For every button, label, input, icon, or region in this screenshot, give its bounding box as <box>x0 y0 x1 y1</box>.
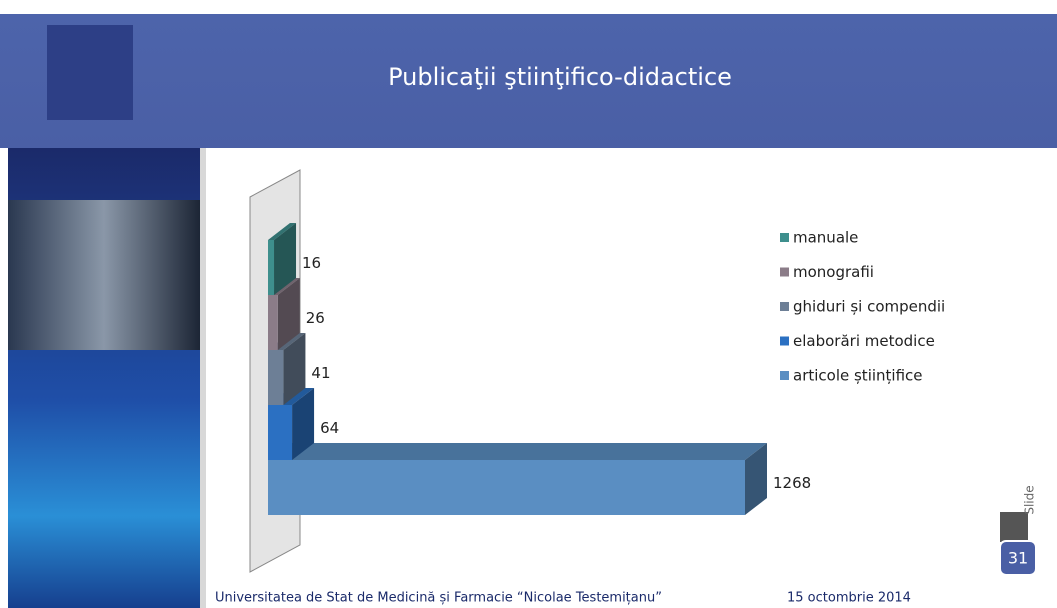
page-badge <box>999 540 1037 576</box>
bar <box>268 295 278 350</box>
data-label: 41 <box>311 364 330 382</box>
legend-swatch <box>780 302 789 311</box>
legend-label: articole științifice <box>793 367 923 385</box>
bar-side <box>292 388 315 460</box>
data-label: 26 <box>306 309 325 327</box>
data-label: 64 <box>320 419 339 437</box>
bar-side <box>277 278 300 350</box>
legend-label: elaborări metodice <box>793 332 935 350</box>
legend-swatch <box>780 267 789 277</box>
header-band <box>0 14 1057 148</box>
data-label: 16 <box>302 254 321 272</box>
bar <box>268 240 275 295</box>
bar-side <box>283 333 306 405</box>
footer-institution: Universitatea de Stat de Medicină și Far… <box>215 591 662 606</box>
title: Publicaţii ştiinţifico-didactice <box>388 63 732 91</box>
photo <box>8 200 200 350</box>
slide-label: Slide <box>1023 485 1037 514</box>
legend-label: ghiduri și compendii <box>793 298 945 316</box>
legend-swatch <box>780 371 789 380</box>
legend-swatch <box>780 233 789 242</box>
thumb <box>1000 512 1028 542</box>
bar <box>268 460 745 515</box>
legend-label: manuale <box>793 229 858 247</box>
bar-top <box>268 443 767 460</box>
chart: 1268 64 41 26 16 manuale monografii ghiduri și … <box>268 223 945 515</box>
footer-date: 15 octombrie 2014 <box>787 591 911 606</box>
page-number: 31 <box>1008 549 1028 568</box>
legend-swatch <box>780 336 789 346</box>
logo <box>47 25 133 120</box>
bar-side <box>745 443 767 515</box>
bar <box>268 350 284 405</box>
bar-side <box>274 223 297 295</box>
data-label: 1268 <box>773 474 811 492</box>
bar-top <box>268 223 297 240</box>
legend-label: monografii <box>793 263 874 281</box>
bar <box>268 405 293 460</box>
divider <box>200 148 206 608</box>
